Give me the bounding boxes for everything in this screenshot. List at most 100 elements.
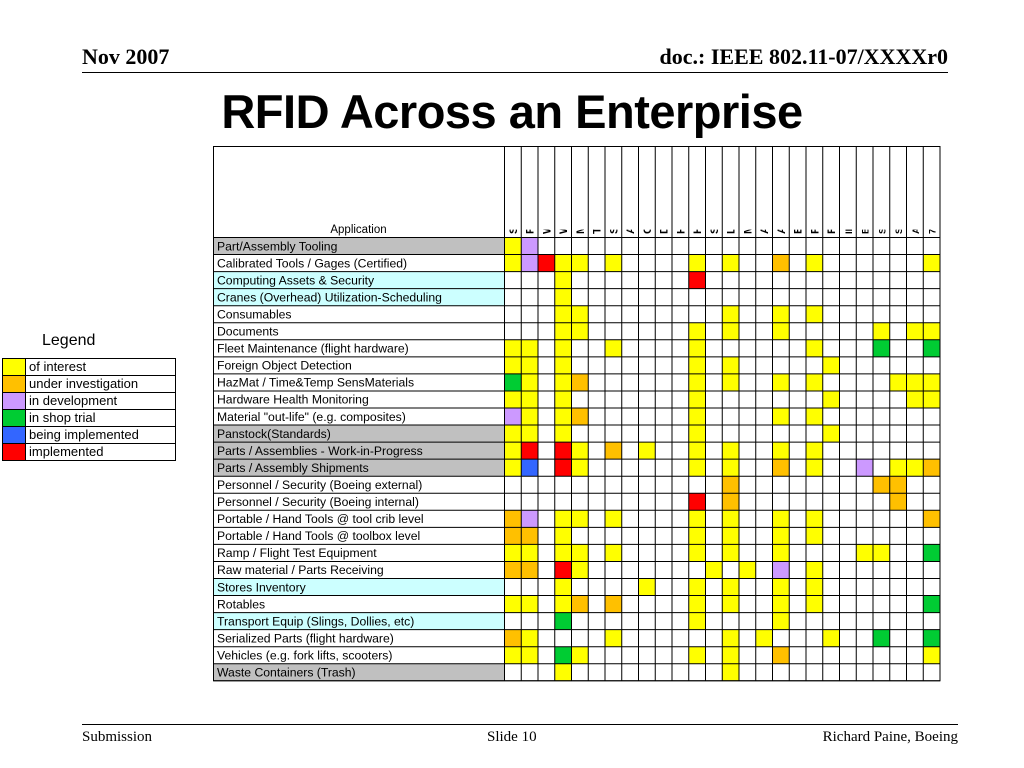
matrix-cell: [521, 390, 538, 408]
matrix-cell: [605, 476, 622, 494]
matrix-cell: [621, 578, 639, 596]
matrix-cell: [588, 408, 605, 426]
matrix-cell: [588, 339, 605, 357]
matrix-cell: [705, 493, 723, 511]
column-header: Huntsville: [692, 181, 704, 234]
matrix-cell: [571, 476, 589, 494]
matrix-cell: [621, 544, 639, 562]
matrix-cell: [772, 510, 790, 528]
matrix-cell: [739, 663, 756, 681]
matrix-cell: [504, 578, 522, 596]
matrix-cell: [538, 373, 555, 391]
matrix-cell: [856, 390, 873, 408]
matrix-cell: [789, 663, 806, 681]
matrix-cell: [923, 646, 940, 664]
matrix-cell: [605, 561, 622, 579]
matrix-cell: [538, 527, 555, 545]
matrix-cell: [504, 646, 522, 664]
matrix-cell: [655, 373, 672, 391]
matrix-cell: [638, 595, 656, 613]
matrix-cell: [655, 408, 672, 426]
matrix-cell: [739, 476, 756, 494]
matrix-cell: [839, 493, 857, 511]
matrix-cell: [621, 271, 639, 289]
matrix-cell: [739, 288, 756, 306]
matrix-cell: [504, 322, 522, 340]
matrix-cell: [722, 288, 739, 306]
matrix-cell: [906, 271, 924, 289]
column-header: Canoga Park: [642, 165, 654, 234]
matrix-cell: [705, 373, 723, 391]
matrix-cell: [889, 271, 907, 289]
matrix-cell: [705, 510, 723, 528]
matrix-cell: [605, 271, 622, 289]
matrix-cell: [772, 288, 790, 306]
matrix-cell: [588, 237, 605, 255]
matrix-cell: [705, 390, 723, 408]
matrix-cell: [605, 425, 622, 443]
matrix-cell: [873, 237, 890, 255]
matrix-cell: [806, 578, 823, 596]
matrix-cell: [672, 612, 689, 630]
matrix-cell: [521, 663, 538, 681]
matrix-cell: [672, 663, 689, 681]
matrix-cell: [655, 288, 672, 306]
matrix-cell: [806, 510, 823, 528]
matrix-cell: [755, 288, 773, 306]
matrix-cell: [806, 442, 823, 460]
matrix-cell: [722, 459, 739, 477]
row-label: Cranes (Overhead) Utilization-Scheduling: [217, 290, 442, 304]
matrix-cell: [856, 442, 873, 460]
matrix-cell: [839, 544, 857, 562]
matrix-cell: [806, 544, 823, 562]
matrix-cell: [923, 425, 940, 443]
matrix-cell: [722, 356, 739, 374]
row-label: Rotables: [217, 597, 265, 611]
matrix-cell: [638, 629, 656, 647]
matrix-cell: [772, 356, 790, 374]
matrix-cell: [822, 305, 840, 323]
matrix-cell: [621, 356, 639, 374]
matrix-cell: [923, 527, 940, 545]
matrix-cell: [839, 408, 857, 426]
matrix-cell: [739, 425, 756, 443]
matrix-cell: [856, 510, 873, 528]
matrix-cell: [554, 527, 572, 545]
matrix-cell: [923, 612, 940, 630]
matrix-cell: [722, 629, 739, 647]
legend-item: of interest: [2, 358, 176, 376]
matrix-cell: [722, 612, 739, 630]
matrix-cell: [856, 476, 873, 494]
matrix-cell: [571, 561, 589, 579]
matrix-cell: [588, 254, 605, 272]
matrix-cell: [739, 527, 756, 545]
matrix-cell: [889, 663, 907, 681]
matrix-cell: [638, 356, 656, 374]
matrix-cell: [722, 390, 739, 408]
matrix-cell: [822, 510, 840, 528]
matrix-cell: [705, 629, 723, 647]
matrix-cell: [705, 322, 723, 340]
matrix-cell: [538, 612, 555, 630]
matrix-cell: [906, 356, 924, 374]
matrix-cell: [588, 356, 605, 374]
matrix-cell: [538, 305, 555, 323]
matrix-cell: [839, 305, 857, 323]
matrix-cell: [839, 595, 857, 613]
matrix-cell: [504, 288, 522, 306]
matrix-cell: [655, 663, 672, 681]
matrix-cell: [722, 527, 739, 545]
matrix-cell: [789, 459, 806, 477]
matrix-cell: [588, 305, 605, 323]
matrix-cell: [688, 288, 706, 306]
matrix-cell: [772, 373, 790, 391]
matrix-cell: [889, 305, 907, 323]
matrix-cell: [772, 578, 790, 596]
matrix-cell: [856, 305, 873, 323]
matrix-cell: [638, 527, 656, 545]
matrix-cell: [755, 646, 773, 664]
slide-title: RFID Across an Enterprise: [221, 85, 803, 138]
matrix-cell: [822, 493, 840, 511]
matrix-cell: [571, 646, 589, 664]
footer-slide-number: Slide 10: [487, 729, 537, 745]
